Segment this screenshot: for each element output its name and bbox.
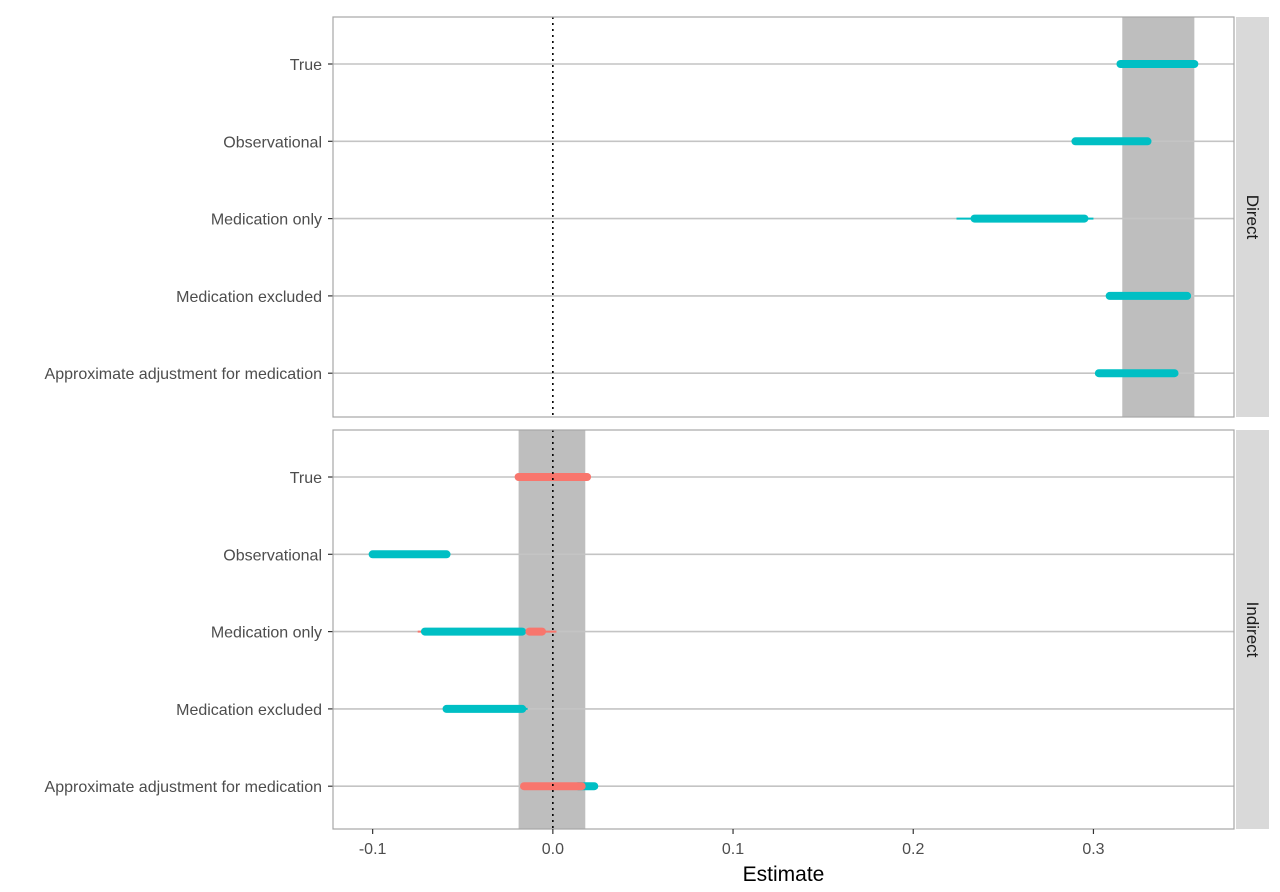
facet-strip — [1236, 430, 1269, 829]
y-tick-label: Medication only — [211, 212, 322, 229]
x-axis: -0.1 0.0 0.1 0.2 0.3 — [359, 829, 1105, 858]
facet-strip — [1236, 17, 1269, 417]
y-tick-label: Approximate adjustment for medication — [45, 366, 322, 383]
facet-strip-label: Direct — [1243, 195, 1262, 240]
panel-direct: True Observational Medication only Medicati… — [45, 16, 1269, 418]
true-value-band — [1122, 17, 1195, 417]
panel-border — [332, 16, 1235, 418]
y-tick-label: Observational — [223, 547, 322, 564]
y-tick-label: Approximate adjustment for medication — [45, 779, 322, 796]
x-tick-label: 0.1 — [722, 841, 744, 858]
x-axis-title: Estimate — [743, 863, 825, 886]
y-tick-label: True — [290, 57, 322, 74]
panels: True Observational Medication only Medicati… — [45, 16, 1269, 830]
x-tick-label: 0.2 — [902, 841, 924, 858]
y-tick-label: Medication excluded — [176, 702, 322, 719]
panel-indirect: True Observational Medication only Medicati… — [45, 429, 1269, 830]
panel-background — [333, 17, 1234, 417]
y-tick-label: Medication only — [211, 625, 322, 642]
x-tick-label: 0.0 — [542, 841, 564, 858]
y-tick-label: Medication excluded — [176, 289, 322, 306]
x-tick-label: -0.1 — [359, 841, 387, 858]
panel-border — [332, 429, 1235, 830]
y-tick-label: Observational — [223, 134, 322, 151]
x-tick-label: 0.3 — [1082, 841, 1104, 858]
facet-strip-label: Indirect — [1243, 602, 1262, 658]
y-tick-label: True — [290, 470, 322, 487]
